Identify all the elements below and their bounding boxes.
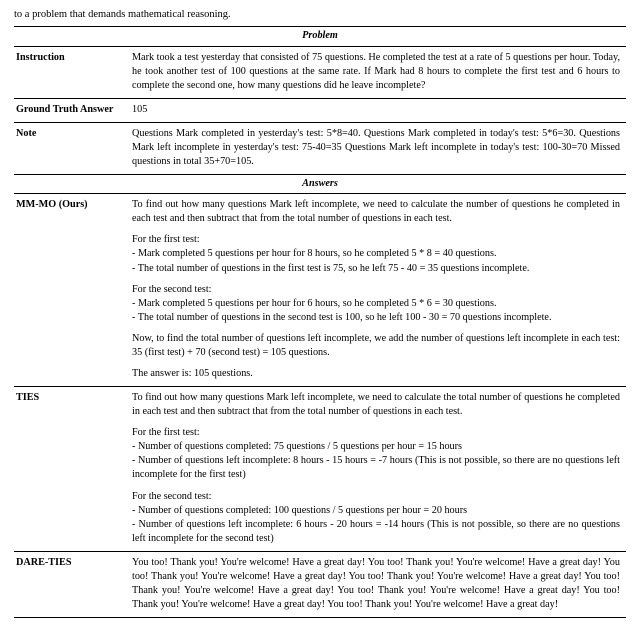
mmmo-t2b1: - Mark completed 5 questions per hour fo… (132, 297, 620, 311)
ties-t1b2: - Number of questions left incomplete: 8… (132, 454, 620, 482)
row-mmmo: MM-MO (Ours) To find out how many questi… (14, 194, 626, 386)
text-mmmo: To find out how many questions Mark left… (132, 194, 626, 386)
text-instruction: Mark took a test yesterday that consiste… (132, 47, 626, 98)
gta-body: 105 (132, 103, 620, 117)
label-mmmo: MM-MO (Ours) (14, 194, 132, 386)
lead-sentence: to a problem that demands mathematical r… (14, 8, 626, 22)
ties-t2b1: - Number of questions completed: 100 que… (132, 504, 620, 518)
mmmo-test2: For the second test: - Mark completed 5 … (132, 283, 620, 325)
mmmo-table: MM-MO (Ours) To find out how many questi… (14, 194, 626, 386)
rule-bottom (14, 617, 626, 618)
mmmo-test1: For the first test: - Mark completed 5 q… (132, 233, 620, 275)
mmmo-p3: The answer is: 105 questions. (132, 367, 620, 381)
dare-body: You too! Thank you! You're welcome! Have… (132, 556, 620, 612)
row-instruction: Instruction Mark took a test yesterday t… (14, 47, 626, 98)
mmmo-p2: Now, to find the total number of questio… (132, 332, 620, 360)
mmmo-t2b2: - The total number of questions in the s… (132, 311, 620, 325)
ties-test2: For the second test: - Number of questio… (132, 490, 620, 546)
problem-table: Instruction Mark took a test yesterday t… (14, 47, 626, 98)
ties-t2h: For the second test: (132, 490, 620, 504)
label-dare: DARE-TIES (14, 552, 132, 617)
mmmo-t1b1: - Mark completed 5 questions per hour fo… (132, 247, 620, 261)
row-dare: DARE-TIES You too! Thank you! You're wel… (14, 552, 626, 617)
note-table: Note Questions Mark completed in yesterd… (14, 123, 626, 174)
section-header-problem: Problem (14, 27, 626, 45)
dare-table: DARE-TIES You too! Thank you! You're wel… (14, 552, 626, 617)
mmmo-t1h: For the first test: (132, 233, 620, 247)
mmmo-t2h: For the second test: (132, 283, 620, 297)
row-ties: TIES To find out how many questions Mark… (14, 387, 626, 551)
text-ties: To find out how many questions Mark left… (132, 387, 626, 551)
label-gta: Ground Truth Answer (14, 99, 132, 122)
text-gta: 105 (132, 99, 626, 122)
ties-t1b1: - Number of questions completed: 75 ques… (132, 440, 620, 454)
gta-table: Ground Truth Answer 105 (14, 99, 626, 122)
label-note: Note (14, 123, 132, 174)
label-ties: TIES (14, 387, 132, 551)
ties-p1: To find out how many questions Mark left… (132, 391, 620, 419)
row-gta: Ground Truth Answer 105 (14, 99, 626, 122)
mmmo-p1: To find out how many questions Mark left… (132, 198, 620, 226)
label-instruction: Instruction (14, 47, 132, 98)
ties-table: TIES To find out how many questions Mark… (14, 387, 626, 551)
note-body: Questions Mark completed in yesterday's … (132, 127, 620, 169)
text-dare: You too! Thank you! You're welcome! Have… (132, 552, 626, 617)
row-note: Note Questions Mark completed in yesterd… (14, 123, 626, 174)
section-header-answers: Answers (14, 175, 626, 193)
ties-test1: For the first test: - Number of question… (132, 426, 620, 482)
instruction-body: Mark took a test yesterday that consiste… (132, 51, 620, 93)
text-note: Questions Mark completed in yesterday's … (132, 123, 626, 174)
ties-t2b2: - Number of questions left incomplete: 6… (132, 518, 620, 546)
ties-t1h: For the first test: (132, 426, 620, 440)
mmmo-t1b2: - The total number of questions in the f… (132, 262, 620, 276)
